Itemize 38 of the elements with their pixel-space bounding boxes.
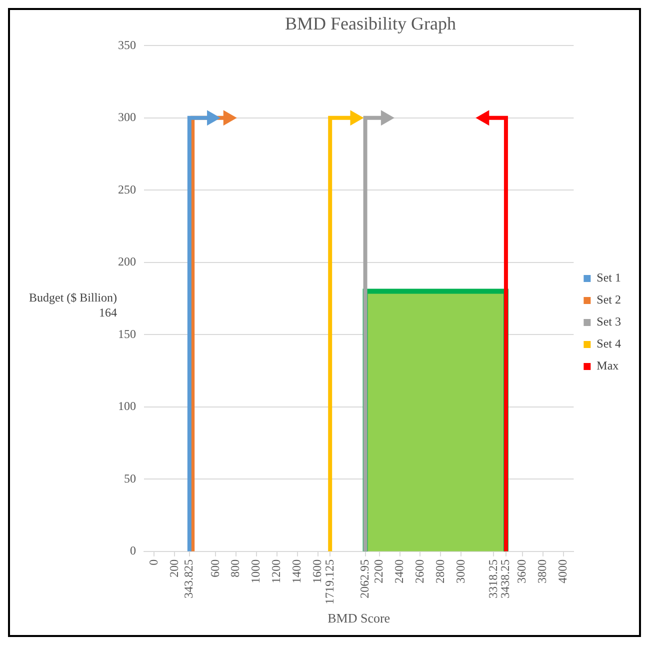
x-tick-label: 3000: [453, 559, 468, 584]
x-tick-label: 3438.25: [498, 559, 512, 598]
x-tick-label: 1400: [290, 559, 304, 584]
y-tick-label: 250: [118, 182, 136, 196]
x-tick-label: 800: [228, 559, 242, 578]
legend-label: Set 3: [596, 314, 622, 329]
x-tick-label: 3318.25: [486, 559, 500, 598]
x-tick-label: 1200: [269, 559, 284, 584]
chart-title: BMD Feasibility Graph: [285, 14, 456, 34]
x-tick-label: 2200: [371, 559, 386, 584]
y-tick-label: 100: [118, 399, 136, 414]
text: 164: [99, 306, 117, 320]
y-tick-label: 150: [118, 326, 136, 341]
x-tick-label: 343.825: [182, 559, 196, 598]
y-tick-label: 300: [118, 110, 136, 124]
x-tick-label: 1000: [248, 559, 263, 584]
x-tick-label: 2600: [412, 559, 426, 584]
x-axis-title: BMD Score: [328, 610, 390, 626]
x-tick-label: 2062.95: [357, 559, 372, 598]
x-tick-label: 1600: [310, 559, 324, 584]
y-axis-title: Budget ($ Billion): [29, 290, 117, 305]
legend-label: Set 1: [596, 270, 622, 285]
y-tick-label: 350: [118, 38, 136, 52]
x-tick-label: 4000: [556, 559, 570, 584]
x-tick-label: 2400: [392, 559, 406, 584]
legend-label: Set 2: [596, 292, 622, 307]
y-tick-label: 200: [118, 254, 136, 269]
x-tick-label: 600: [208, 559, 222, 578]
x-tick-label: 1719.125: [322, 559, 336, 604]
x-tick-label: 0: [146, 559, 160, 566]
legend-label: Set 4: [596, 336, 622, 351]
y-tick-label: 50: [124, 471, 136, 486]
x-tick-label: 3800: [535, 559, 550, 584]
y-tick-label: 0: [130, 544, 136, 558]
legend-label: Max: [596, 358, 619, 373]
x-tick-label: 2800: [432, 559, 447, 584]
x-tick-label: 200: [166, 559, 181, 578]
x-tick-label: 3600: [514, 559, 529, 584]
